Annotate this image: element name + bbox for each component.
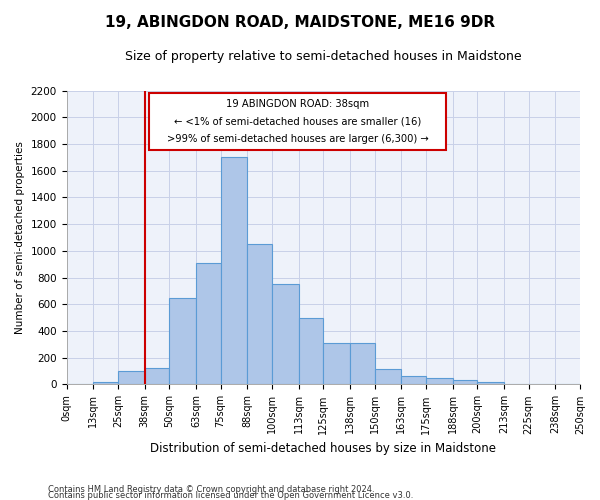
Text: 19 ABINGDON ROAD: 38sqm: 19 ABINGDON ROAD: 38sqm [226, 100, 369, 110]
X-axis label: Distribution of semi-detached houses by size in Maidstone: Distribution of semi-detached houses by … [150, 442, 496, 455]
Bar [169, 298, 196, 384]
Bar [323, 343, 350, 384]
Bar [478, 382, 504, 384]
Bar [272, 284, 299, 384]
Text: Contains HM Land Registry data © Crown copyright and database right 2024.: Contains HM Land Registry data © Crown c… [48, 484, 374, 494]
Bar [426, 378, 452, 384]
Bar [350, 343, 374, 384]
Title: Size of property relative to semi-detached houses in Maidstone: Size of property relative to semi-detach… [125, 50, 521, 63]
Text: 19, ABINGDON ROAD, MAIDSTONE, ME16 9DR: 19, ABINGDON ROAD, MAIDSTONE, ME16 9DR [105, 15, 495, 30]
Bar [247, 244, 272, 384]
FancyBboxPatch shape [149, 92, 446, 150]
Bar [196, 263, 221, 384]
Text: Contains public sector information licensed under the Open Government Licence v3: Contains public sector information licen… [48, 490, 413, 500]
Bar [452, 380, 478, 384]
Text: >99% of semi-detached houses are larger (6,300) →: >99% of semi-detached houses are larger … [167, 134, 428, 144]
Text: ← <1% of semi-detached houses are smaller (16): ← <1% of semi-detached houses are smalle… [174, 117, 421, 127]
Bar [118, 371, 145, 384]
Y-axis label: Number of semi-detached properties: Number of semi-detached properties [15, 141, 25, 334]
Bar [401, 376, 426, 384]
Bar [145, 368, 169, 384]
Bar [374, 369, 401, 384]
Bar [93, 382, 118, 384]
Bar [221, 158, 247, 384]
Bar [299, 318, 323, 384]
